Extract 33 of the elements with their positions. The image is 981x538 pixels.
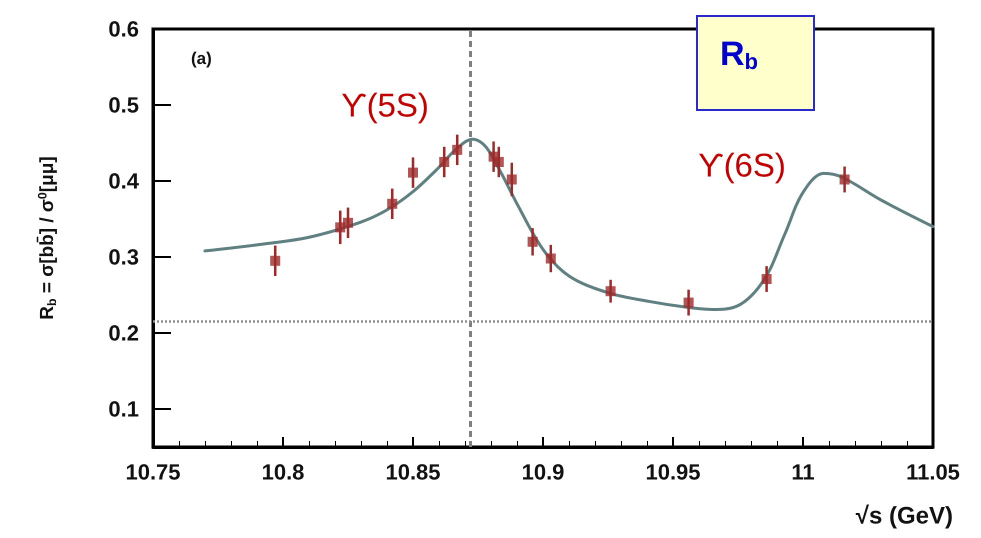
- point: [840, 174, 850, 184]
- x-tick-label: 11.05: [906, 460, 960, 484]
- point: [452, 144, 462, 155]
- annotation: ϒ(5S): [341, 86, 429, 124]
- y-tick-label: 0.5: [108, 92, 139, 118]
- point: [387, 198, 398, 209]
- point: [506, 174, 517, 184]
- point: [762, 274, 772, 284]
- y-tick-label: 0.6: [108, 16, 139, 42]
- point: [494, 157, 504, 167]
- annotation: ϒ(6S): [698, 146, 786, 184]
- y-tick-label: 0.2: [108, 320, 139, 346]
- x-tick-label: 10.8: [262, 460, 304, 484]
- point: [546, 254, 556, 264]
- point: [439, 157, 450, 167]
- y-tick-label: 0.4: [108, 168, 140, 194]
- point: [408, 168, 418, 178]
- x-tick-label: 10.85: [385, 460, 441, 484]
- y-tick-label: 0.1: [108, 396, 139, 422]
- x-axis-title: √s (GeV): [856, 502, 954, 530]
- annotation: (a): [191, 49, 212, 68]
- x-tick-label: 10.95: [645, 460, 701, 484]
- point: [270, 256, 280, 266]
- y-axis-title: Rb = σ[bb̄] / σ0[μμ]: [36, 156, 59, 320]
- y-tick-label: 0.3: [108, 244, 139, 270]
- x-tick-label: 10.9: [522, 460, 564, 484]
- point: [528, 236, 538, 247]
- point: [343, 218, 353, 228]
- x-tick-label: 10.75: [125, 460, 181, 484]
- line-series: [204, 138, 934, 311]
- point: [606, 286, 616, 296]
- x-tick-label: 11: [791, 460, 815, 484]
- point: [684, 298, 694, 308]
